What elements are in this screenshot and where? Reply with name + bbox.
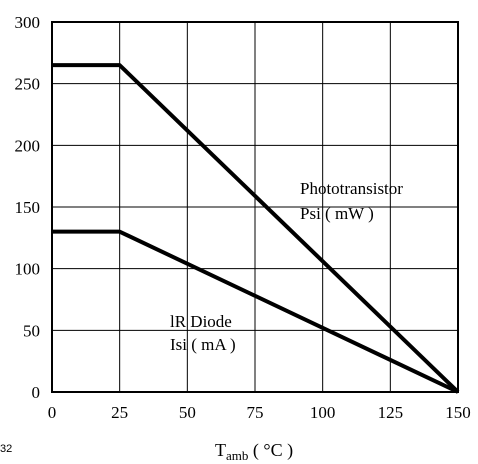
figure-id: 32 [0, 443, 12, 455]
y-tick-label-0: 0 [32, 383, 41, 402]
y-tick-label-200: 200 [15, 136, 41, 155]
x-tick-label-125: 125 [378, 403, 404, 422]
x-axis-label-main: T [215, 440, 226, 460]
series-lines [52, 63, 460, 394]
y-tick-label-50: 50 [23, 321, 40, 340]
grid-lines [51, 21, 459, 393]
series-label-phototransistor: Phototransistor Psi ( mW ) [300, 179, 403, 223]
series-line-phototransistor [52, 63, 460, 394]
series-label-ir-diode: lR Diode Isi ( mA ) [170, 312, 236, 354]
x-tick-label-150: 150 [445, 403, 471, 422]
x-tick-label-0: 0 [48, 403, 57, 422]
y-tick-label-150: 150 [15, 198, 41, 217]
x-tick-label-75: 75 [247, 403, 264, 422]
x-tick-label-100: 100 [310, 403, 336, 422]
x-axis-ticks: 0 25 50 75 100 125 150 [48, 403, 471, 422]
ir-diode-label-line-2: Isi ( mA ) [170, 335, 236, 354]
ir-diode-label-line-1: lR Diode [170, 312, 232, 331]
y-tick-label-300: 300 [15, 13, 41, 32]
x-tick-label-50: 50 [179, 403, 196, 422]
x-axis-label: Tamb ( °C ) [215, 440, 293, 463]
x-axis-label-unit: ( °C ) [248, 440, 293, 461]
x-tick-label-25: 25 [111, 403, 128, 422]
phototransistor-label-line-2: Psi ( mW ) [300, 204, 374, 223]
y-tick-label-100: 100 [15, 260, 41, 279]
y-tick-label-250: 250 [15, 75, 41, 94]
x-axis-label-subscript: amb [226, 448, 248, 463]
y-axis-ticks: 0 50 100 150 200 250 300 [15, 13, 41, 402]
plot-frame [51, 21, 459, 393]
phototransistor-label-line-1: Phototransistor [300, 179, 403, 198]
series-line-ir-diode [52, 229, 459, 394]
